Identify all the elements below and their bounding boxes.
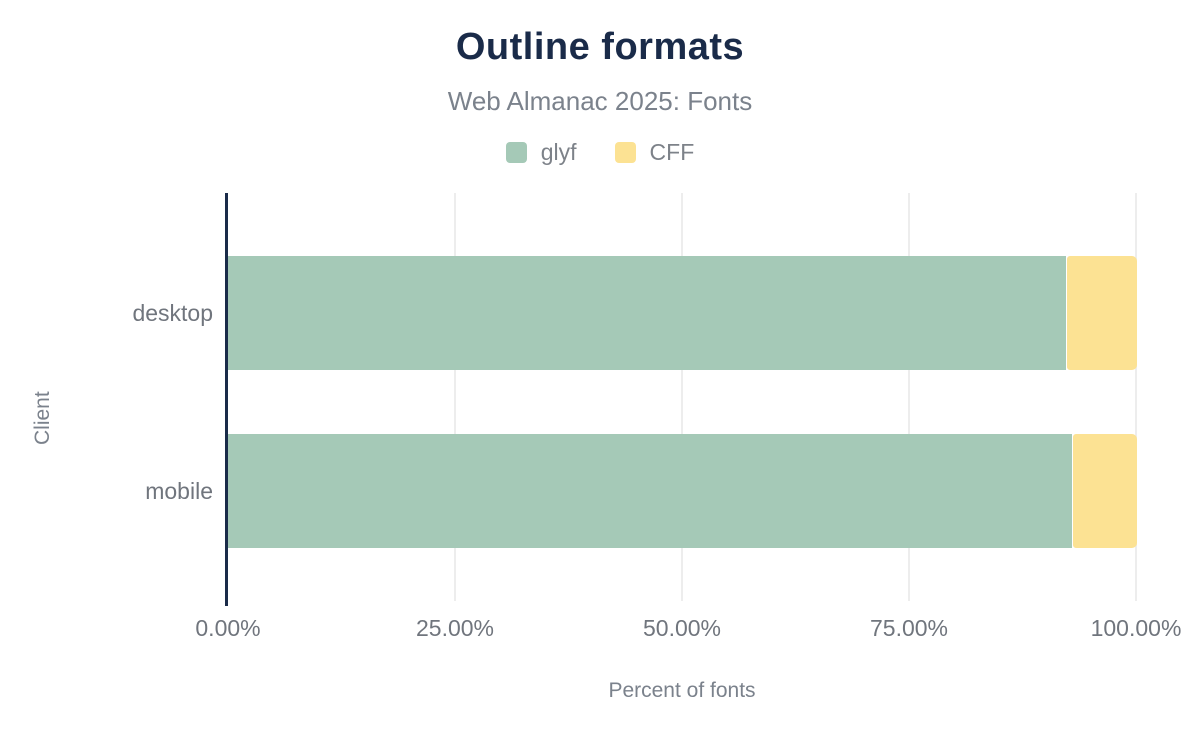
x-tick-label-100: 100.00% [1090,615,1182,641]
bar-row-mobile [228,434,1137,548]
x-tick-label-0: 0.00% [195,615,261,641]
plot-area [225,193,1137,606]
bar-segment-CFF-desktop[interactable] [1067,256,1137,370]
category-label-mobile: mobile [145,478,213,504]
x-tick-label-75: 75.00% [869,615,948,641]
gridline-50 [681,193,683,601]
legend-label-glyf: glyf [540,139,577,165]
x-tick-label-25: 25.00% [415,615,494,641]
legend-item-CFF[interactable]: CFF [614,139,695,166]
x-tick-label-50: 50.00% [642,615,721,641]
legend-item-glyf[interactable]: glyf [505,139,577,166]
legend-swatch-glyf [505,142,527,163]
bar-segment-glyf-desktop[interactable] [228,256,1067,370]
x-axis-title: Percent of fonts [608,679,756,702]
bar-segment-glyf-mobile[interactable] [228,434,1073,548]
bar-row-desktop [228,256,1137,370]
y-axis-line [225,193,228,606]
legend-label-CFF: CFF [649,139,695,165]
bar-segment-CFF-mobile[interactable] [1073,434,1137,548]
gridline-75 [908,193,910,601]
legend: glyf CFF [0,139,1200,166]
legend-swatch-CFF [614,142,636,163]
gridline-100 [1135,193,1137,601]
chart-subtitle: Web Almanac 2025: Fonts [447,86,753,116]
category-label-desktop: desktop [132,300,213,326]
chart-title: Outline formats [455,26,745,68]
gridline-25 [454,193,456,601]
